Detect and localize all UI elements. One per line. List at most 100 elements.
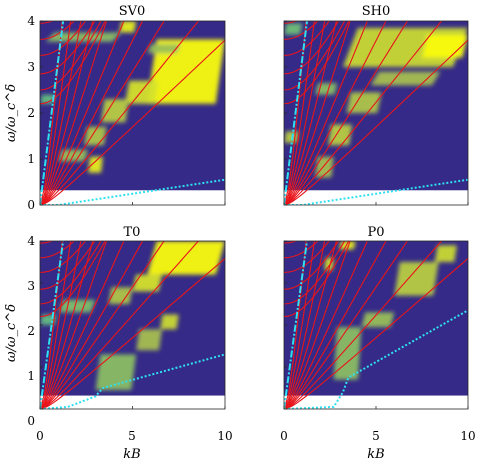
- dispersion-curve: [40, 21, 125, 205]
- y-tick-label: 2: [27, 106, 35, 120]
- highlight-layer: [284, 23, 468, 178]
- dispersion-curve: [284, 21, 340, 75]
- dispersion-curve: [284, 21, 350, 105]
- heatmap-highlight: [40, 94, 55, 104]
- y-tick-label: 2: [27, 324, 35, 338]
- dispersion-curve: [40, 241, 144, 409]
- dispersion-curve: [40, 257, 225, 409]
- dispersion-curve: [284, 241, 443, 409]
- plot-area: [284, 21, 468, 205]
- dispersion-curve: [284, 241, 330, 274]
- dispersion-curve: [284, 241, 368, 409]
- cutoff-region: [284, 395, 468, 409]
- dispersion-curve: [284, 21, 346, 91]
- dispersion-curve: [284, 241, 340, 290]
- light-line: [40, 21, 65, 205]
- x-tick-label: 10: [460, 429, 475, 443]
- dispersion-curve: [40, 21, 82, 205]
- dispersion-curve: [40, 39, 225, 205]
- panel-sv0: SV0 0 1 2 3 4 ω/ω_c^δ: [4, 4, 226, 212]
- dispersion-curve: [284, 21, 326, 205]
- dispersion-curve: [284, 21, 409, 205]
- dispersion-curve: [40, 21, 87, 57]
- dispersion-curve: [40, 21, 96, 75]
- dispersion-curve: [284, 241, 351, 409]
- panel-title: P0: [367, 225, 384, 240]
- dispersion-curve: [40, 21, 106, 105]
- plot-area: [40, 21, 225, 205]
- x-axis-label: kB: [123, 447, 140, 462]
- dispersion-curve: [40, 21, 144, 205]
- dispersion-curve: [284, 241, 337, 409]
- dispersion-curve: [40, 21, 102, 91]
- dispersion-curve: [40, 241, 94, 409]
- heatmap-highlight: [160, 314, 179, 330]
- heatmap-highlight: [328, 124, 353, 146]
- dispersion-curve: [284, 21, 319, 40]
- heatmap-highlight: [136, 329, 163, 351]
- y-tick-label: 0: [27, 414, 35, 428]
- dispersion-curve: [40, 21, 94, 205]
- light-line: [284, 309, 468, 409]
- dispersion-curve: [40, 241, 82, 409]
- y-axis-label: ω/ω_c^δ: [4, 304, 19, 362]
- heatmap-highlight: [125, 80, 159, 104]
- heatmap-highlight: [284, 23, 303, 35]
- light-line: [40, 241, 65, 409]
- heatmap-highlight: [284, 131, 299, 143]
- dispersion-curve: [284, 21, 337, 205]
- heatmap-highlight: [422, 34, 468, 58]
- panel-title: SV0: [119, 4, 146, 19]
- heatmap-highlight: [434, 245, 457, 262]
- light-line: [40, 353, 225, 409]
- heatmap-highlight: [45, 32, 122, 42]
- dispersion-curve: [284, 241, 350, 318]
- dispersion-curve: [284, 257, 468, 409]
- dispersion-curve: [284, 21, 351, 205]
- dispersion-curve: [40, 241, 200, 409]
- heatmap-highlight: [88, 156, 103, 173]
- dispersion-curve: [284, 241, 409, 409]
- plot-area: [40, 241, 225, 409]
- panel-sh0: SH0: [283, 4, 469, 206]
- dispersion-curve: [284, 21, 387, 205]
- dispersion-curve: [284, 21, 443, 205]
- dispersion-curve: [284, 241, 346, 305]
- dispersion-curve: [40, 21, 75, 40]
- cutoff-region: [284, 190, 468, 205]
- dispersion-curve: [284, 21, 368, 205]
- x-axis-label: kB: [367, 447, 384, 462]
- plot-area: [284, 241, 468, 409]
- panel-title: SH0: [362, 4, 391, 19]
- heatmap-highlight: [394, 262, 439, 296]
- panel-title: T0: [124, 225, 141, 240]
- heatmap-highlight: [370, 71, 441, 86]
- dispersion-curve: [40, 21, 165, 205]
- heatmap-highlight: [346, 92, 382, 113]
- cutoff-region: [40, 395, 225, 409]
- y-tick-label: 1: [27, 152, 35, 166]
- heatmap-highlight: [95, 354, 137, 391]
- y-tick-label: 4: [27, 14, 35, 28]
- dispersion-curve: [40, 241, 96, 290]
- panel-t0: T0 0 1 2 3 4 0 5 10 kB ω/ω_c^δ: [4, 225, 233, 462]
- heatmap-highlight: [132, 274, 163, 292]
- dispersion-curve: [40, 241, 102, 305]
- x-tick-label: 5: [372, 429, 380, 443]
- dispersion-curve: [40, 241, 87, 274]
- dispersion-curve: [40, 241, 75, 259]
- cutoff-region: [40, 190, 225, 205]
- dispersion-curve: [40, 241, 125, 409]
- x-tick-label: 10: [217, 429, 232, 443]
- x-tick-label: 0: [280, 429, 288, 443]
- y-tick-label: 4: [27, 234, 35, 248]
- dispersion-curve: [284, 241, 319, 259]
- y-tick-label: 3: [27, 279, 35, 293]
- heatmap-highlight: [101, 99, 129, 123]
- heatmap-highlight: [147, 241, 225, 275]
- heatmap-highlight: [147, 39, 225, 104]
- dispersion-curve: [284, 241, 387, 409]
- dispersion-curve: [40, 241, 108, 409]
- light-line: [284, 21, 308, 205]
